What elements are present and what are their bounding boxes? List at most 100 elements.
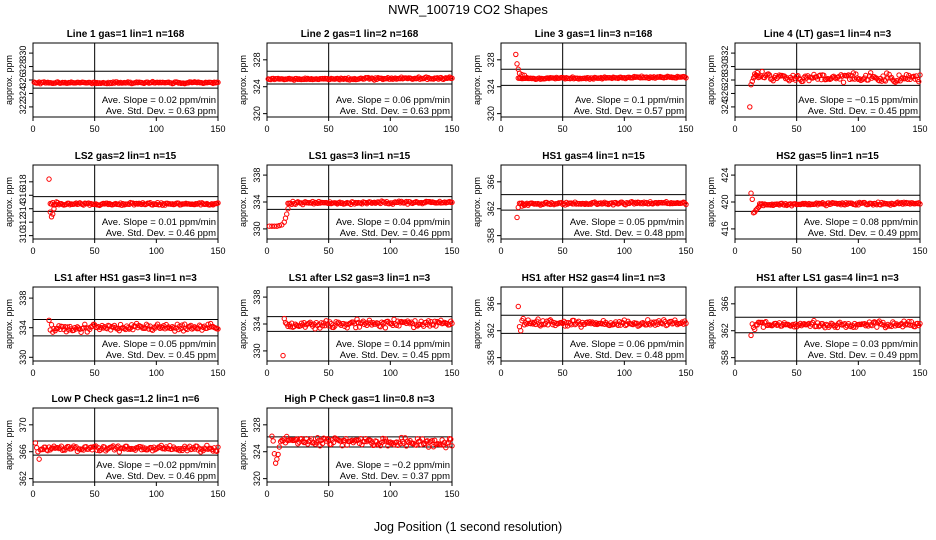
stat-annotation: Ave. Slope = 0.06 ppm/min [570,339,684,350]
data-point [154,445,161,451]
data-point [441,439,448,446]
y-tick-label: 420 [720,194,730,209]
data-point [646,75,652,81]
data-point [276,444,283,450]
panel-14: High P Check gas=1 lin=0.8 n=3 approx. pp… [238,394,460,499]
data-point [382,325,389,331]
data-point [32,440,39,446]
panel-title: HS1 after HS2 gas=4 lin=1 n=3 [522,273,666,284]
data-point [397,200,403,206]
data-point [385,443,391,449]
panel-5: LS2 gas=2 lin=1 n=15 approx. ppm 310312314… [4,151,226,256]
panel-6: LS1 gas=3 lin=1 n=15 approx. ppm 330 334 338… [238,151,460,256]
data-point [350,199,357,206]
x-tick-label: 100 [149,124,164,134]
data-point [395,199,401,206]
data-series [747,68,923,110]
data-point [776,72,783,78]
x-tick-label: 50 [90,489,100,499]
x-tick-label: 50 [90,368,100,378]
y-tick-label: 366 [720,296,730,311]
data-point [362,199,369,206]
data-point [104,80,110,87]
data-point [429,437,435,444]
data-point [358,200,364,206]
data-point [606,322,613,329]
data-point [795,73,801,79]
data-point [63,201,70,208]
stat-annotation: Ave. Slope = 0.03 ppm/min [804,339,918,350]
x-tick-label: 0 [498,246,503,256]
data-point [190,325,197,331]
panel-title: Low P Check gas=1.2 lin=1 n=6 [52,394,200,405]
data-point [601,74,608,80]
data-point [215,326,221,332]
x-tick-label: 0 [264,124,269,134]
y-tick-label: 320 [252,106,262,121]
data-point [536,75,542,81]
data-point [402,319,408,325]
data-point [916,200,922,206]
y-tick-label: 324 [252,444,262,459]
y-axis-label: approx. ppm [472,177,482,227]
data-point [271,451,278,457]
data-point [82,321,88,328]
y-tick-label: 358 [486,350,496,365]
data-point [651,319,657,325]
x-tick-label: 0 [30,124,35,134]
data-point [137,443,144,450]
stat-annotation: Ave. Slope = 0.01 ppm/min [102,217,216,228]
data-point [449,75,455,81]
data-point [301,76,307,83]
stat-annotation: Ave. Std. Dev. = 0.63 ppm [106,106,216,117]
data-point [840,79,847,86]
data-point [350,76,357,83]
x-tick-label: 100 [383,246,398,256]
data-point [911,73,917,80]
data-point [672,317,678,323]
data-point [562,323,568,329]
data-point [300,438,306,444]
data-point [327,76,333,83]
x-tick-label: 0 [264,489,269,499]
y-tick-label: 338 [18,291,28,306]
data-point [818,200,825,207]
data-point [561,200,567,207]
data-point [114,79,120,85]
y-tick-label: 424 [720,168,730,183]
data-point [653,199,660,206]
data-point [402,435,408,441]
x-tick-label: 100 [851,246,866,256]
x-tick-label: 100 [617,368,632,378]
x-tick-label: 150 [444,489,459,499]
data-point [46,317,52,323]
data-point [837,200,843,207]
data-point [600,200,607,206]
x-tick-label: 0 [30,246,35,256]
data-point [813,323,820,329]
data-series [32,440,221,462]
data-point [170,325,177,331]
x-tick-label: 50 [792,124,802,134]
data-point [337,76,343,83]
data-point [125,325,131,331]
data-point [811,317,817,324]
data-point [110,79,116,85]
y-tick-label: 370 [18,417,28,432]
data-point [145,323,151,329]
data-point [154,321,161,327]
data-point [312,326,318,332]
data-point [630,75,636,81]
panel-title: LS1 after LS2 gas=3 lin=1 n=3 [289,273,431,284]
data-point [874,324,880,330]
data-point [367,199,374,205]
data-point [269,433,275,439]
stat-annotation: Ave. Slope = 0.02 ppm/min [102,95,216,106]
stat-annotation: Ave. Slope = 0.08 ppm/min [804,217,918,228]
data-point [325,200,332,207]
data-point [199,446,205,452]
data-point [425,318,432,324]
data-point [308,200,315,206]
stat-annotation: Ave. Std. Dev. = 0.46 ppm [340,228,450,239]
data-point [604,200,610,206]
